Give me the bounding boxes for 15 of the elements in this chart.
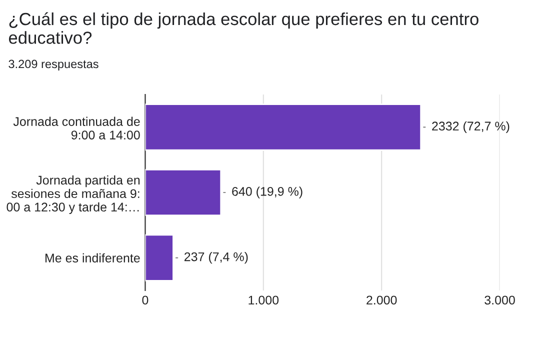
data-label: 237 (7,4 %)	[184, 252, 248, 264]
y-tick-label: Jornada partida en sesiones de mañana 9: 00 a 12:30 y tarde 14:…	[6, 175, 140, 214]
bar	[145, 234, 174, 282]
bar	[145, 104, 422, 151]
y-tick-label: Me es indiferente	[46, 253, 140, 262]
x-tick-label: 3.000	[484, 296, 515, 305]
data-label: 2332 (72,7 %)	[432, 121, 510, 133]
bar	[145, 168, 222, 216]
chart-subtitle: 3.209 respuestas	[8, 60, 98, 71]
x-tick-label: 2.000	[366, 296, 397, 305]
data-label: 640 (19,9 %)	[232, 186, 302, 198]
x-tick-label: 1.000	[248, 296, 279, 305]
y-tick-label: Jornada continuada de 9:00 a 14:00	[13, 116, 140, 140]
chart-title: ¿Cuál es el tipo de jornada escolar que prefieres en tu centro educativo?	[8, 12, 478, 44]
x-tick-label: 0	[142, 296, 148, 305]
